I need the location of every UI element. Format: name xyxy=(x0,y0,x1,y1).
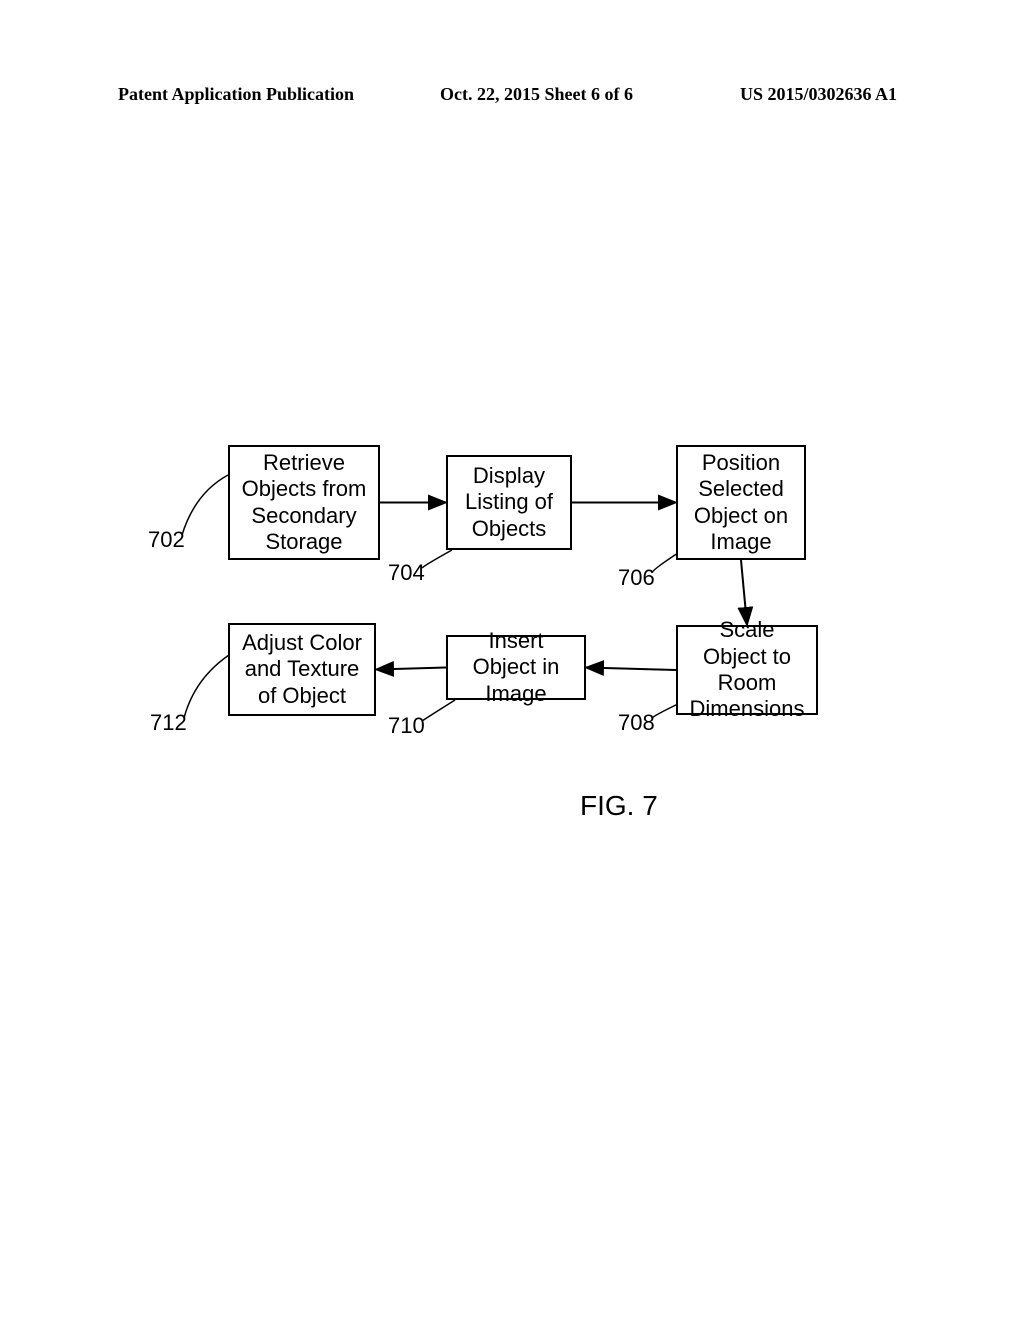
flow-box-b712: Adjust Color and Texture of Object xyxy=(228,623,376,716)
flow-arrow xyxy=(741,560,747,625)
flow-box-b708: Scale Object to Room Dimensions xyxy=(676,625,818,715)
header-left: Patent Application Publication xyxy=(118,84,354,105)
ref-label-r706: 706 xyxy=(618,565,655,591)
ref-pointer xyxy=(184,653,232,718)
ref-label-r712: 712 xyxy=(150,710,187,736)
ref-label-r708: 708 xyxy=(618,710,655,736)
flow-arrow xyxy=(376,668,446,670)
flow-arrow xyxy=(586,668,676,671)
ref-label-r702: 702 xyxy=(148,527,185,553)
ref-pointer xyxy=(182,475,228,535)
ref-label-r710: 710 xyxy=(388,713,425,739)
ref-pointer xyxy=(422,550,452,568)
ref-pointer xyxy=(422,700,455,721)
figure-label: FIG. 7 xyxy=(580,790,658,822)
ref-label-r704: 704 xyxy=(388,560,425,586)
figure-7: Retrieve Objects from Secondary Storage D… xyxy=(120,445,910,805)
flow-box-b704: Display Listing of Objects xyxy=(446,455,572,550)
flow-box-b702: Retrieve Objects from Secondary Storage xyxy=(228,445,380,560)
ref-pointer xyxy=(652,553,678,573)
header-right: US 2015/0302636 A1 xyxy=(740,84,897,105)
flow-box-b706: Position Selected Object on Image xyxy=(676,445,806,560)
header-center: Oct. 22, 2015 Sheet 6 of 6 xyxy=(440,84,633,105)
flow-box-b710: Insert Object in Image xyxy=(446,635,586,700)
